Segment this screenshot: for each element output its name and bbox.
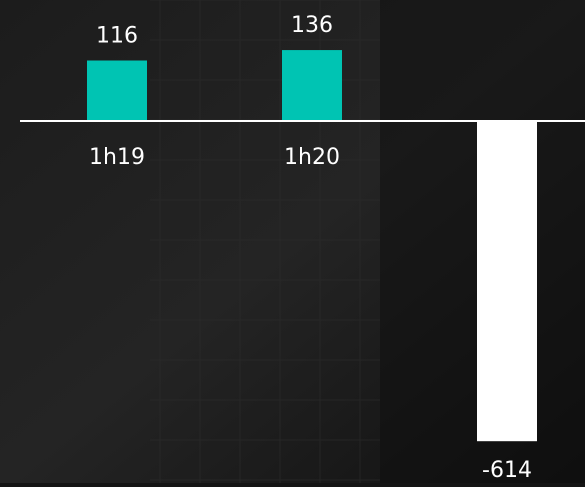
- plot: 116 1h19 136 1h20 -614: [20, 13, 585, 483]
- bar: [477, 121, 537, 442]
- value-label: -614: [482, 458, 532, 483]
- value-label: 136: [291, 13, 333, 38]
- category-label: 1h20: [284, 145, 340, 170]
- category-label: 1h19: [89, 145, 145, 170]
- bar: [282, 50, 342, 121]
- bar: [87, 60, 147, 121]
- background-texture: [150, 0, 380, 483]
- value-label: 116: [96, 24, 138, 49]
